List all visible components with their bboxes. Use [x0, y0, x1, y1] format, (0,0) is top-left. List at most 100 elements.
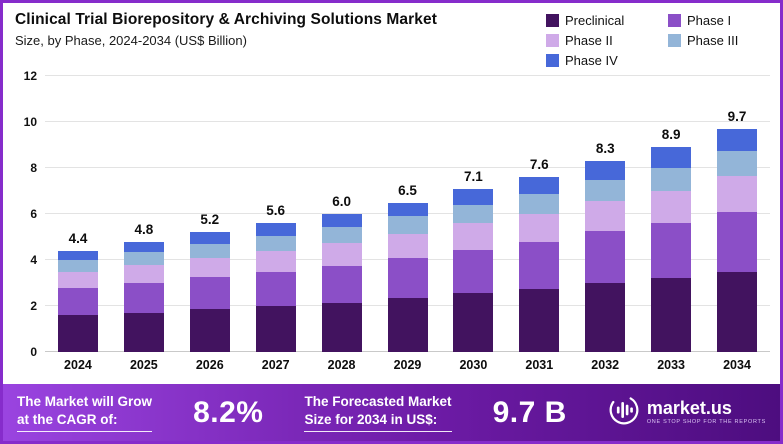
bar-total-label: 7.6: [529, 157, 549, 173]
stacked-bar-2029: [387, 76, 428, 352]
bar-total-label: 8.3: [595, 141, 615, 157]
bar-segment-phase-i: [651, 223, 692, 279]
stacked-bar-2034: [717, 76, 758, 352]
brand-name: market.us: [646, 398, 732, 419]
forecast-label: The Forecasted Market Size for 2034 in U…: [304, 393, 452, 433]
y-tick-label: 4: [30, 253, 37, 267]
bar-segment-phase-ii: [651, 191, 692, 224]
legend-swatch: [546, 34, 559, 47]
bar-segment-phase-ii: [453, 223, 494, 250]
bar-segment-phase-iii: [123, 251, 164, 265]
gridline: [45, 121, 770, 122]
bar-segment-phase-iv: [387, 202, 428, 217]
stacked-bar-2027: [255, 76, 296, 352]
bar-segment-phase-iv: [123, 241, 164, 252]
chart-subtitle: Size, by Phase, 2024-2034 (US$ Billion): [15, 33, 247, 48]
stacked-bar-2031: [519, 76, 560, 352]
bar-segment-phase-iv: [255, 223, 296, 236]
legend-label: Preclinical: [565, 13, 625, 28]
bar-segment-phase-ii: [717, 176, 758, 212]
legend-item-phase-i: Phase I: [668, 13, 764, 28]
bar-segment-phase-ii: [321, 242, 362, 266]
x-tick-label: 2032: [591, 358, 620, 372]
bar-segment-phase-i: [519, 241, 560, 289]
stacked-bar-2024: [57, 76, 98, 352]
legend-label: Phase IV: [565, 53, 618, 68]
bar-segment-phase-iv: [321, 214, 362, 227]
bar-segment-preclinical: [717, 271, 758, 352]
bar-segment-phase-iii: [189, 243, 230, 258]
legend-swatch: [668, 14, 681, 27]
x-tick-label: 2028: [327, 358, 356, 372]
y-tick-label: 0: [30, 345, 37, 359]
bar-total-label: 6.5: [398, 182, 417, 198]
forecast-label-line2: Size for 2034 in US$:: [304, 411, 438, 427]
x-tick-label: 2033: [657, 358, 686, 372]
bar-segment-phase-i: [57, 287, 98, 316]
legend-label: Phase I: [687, 13, 732, 28]
y-axis: 0 2 4 6 8 10 12: [9, 69, 45, 359]
forecast-label-line1: The Forecasted Market: [304, 393, 452, 409]
x-tick-label: 2024: [64, 358, 92, 372]
bar-segment-phase-ii: [57, 271, 98, 288]
y-tick-label: 2: [30, 299, 37, 313]
x-tick-label: 2029: [393, 358, 422, 372]
legend-item-phase-iii: Phase III: [668, 33, 764, 48]
forecast-value: 9.7 B: [492, 395, 567, 429]
legend-label: Phase III: [687, 33, 739, 48]
cagr-label-line1: The Market will Grow: [17, 393, 153, 409]
bar-total-label: 4.8: [134, 221, 154, 237]
bar-segment-phase-i: [453, 249, 494, 294]
bar-segment-preclinical: [255, 306, 296, 352]
bar-segment-phase-iii: [585, 179, 626, 202]
bar-segment-phase-iii: [57, 260, 98, 272]
bar-segment-preclinical: [651, 278, 692, 352]
legend-swatch: [546, 14, 559, 27]
gridline: [45, 167, 770, 168]
stacked-bar-2028: [321, 76, 362, 352]
brand-tagline: ONE STOP SHOP FOR THE REPORTS: [646, 419, 766, 426]
bar-segment-phase-ii: [585, 201, 626, 232]
bottom-banner: The Market will Grow at the CAGR of: 8.2…: [3, 384, 780, 441]
stacked-bar-2025: [123, 76, 164, 352]
x-tick-label: 2031: [525, 358, 554, 372]
bar-segment-preclinical: [453, 293, 494, 352]
legend-swatch: [668, 34, 681, 47]
bar-segment-preclinical: [519, 288, 560, 352]
bar-segment-phase-ii: [123, 264, 164, 283]
bar-segment-phase-i: [321, 265, 362, 303]
bar-segment-preclinical: [321, 302, 362, 352]
bar-segment-phase-iii: [387, 216, 428, 234]
bar-segment-preclinical: [387, 297, 428, 352]
x-tick-label: 2034: [723, 358, 751, 372]
title-block: Clinical Trial Biorepository & Archiving…: [15, 11, 437, 48]
x-axis: 2024 2025 2026 2027 2028 2029 2030 2031 2032 2033…: [45, 352, 770, 378]
stacked-bar-2030: [453, 76, 494, 352]
bar-segment-phase-ii: [255, 250, 296, 272]
bar-segment-phase-i: [717, 211, 758, 272]
chart-area: 0 2 4 6 8 10 12 4.4 4.8 5.2 5.6 6.0 6.5 7.1 7.6 8.3 8.9…: [3, 68, 780, 359]
stacked-bar-2032: [585, 76, 626, 352]
bar-segment-preclinical: [189, 309, 230, 352]
stacked-bar-2026: [189, 76, 230, 352]
bar-segment-phase-iv: [453, 188, 494, 205]
x-tick-label: 2025: [129, 358, 158, 372]
cagr-label-line2: at the CAGR of:: [17, 411, 118, 427]
bar-segment-phase-i: [189, 277, 230, 310]
legend-item-phase-iv: Phase IV: [546, 53, 642, 68]
x-tick-label: 2027: [261, 358, 290, 372]
bar-segment-phase-i: [255, 271, 296, 306]
bar-segment-phase-iv: [57, 250, 98, 260]
bar-segment-phase-iv: [519, 177, 560, 195]
bar-total-label: 5.2: [200, 212, 220, 228]
bar-segment-preclinical: [585, 283, 626, 352]
y-tick-label: 10: [23, 115, 37, 129]
chart-header: Clinical Trial Biorepository & Archiving…: [3, 3, 780, 68]
bar-segment-preclinical: [123, 312, 164, 352]
bar-segment-phase-ii: [519, 214, 560, 242]
cagr-value: 8.2%: [193, 395, 264, 429]
marketus-logo-icon: [608, 394, 640, 431]
legend-item-phase-ii: Phase II: [546, 33, 642, 48]
bar-total-label: 8.9: [661, 127, 681, 143]
